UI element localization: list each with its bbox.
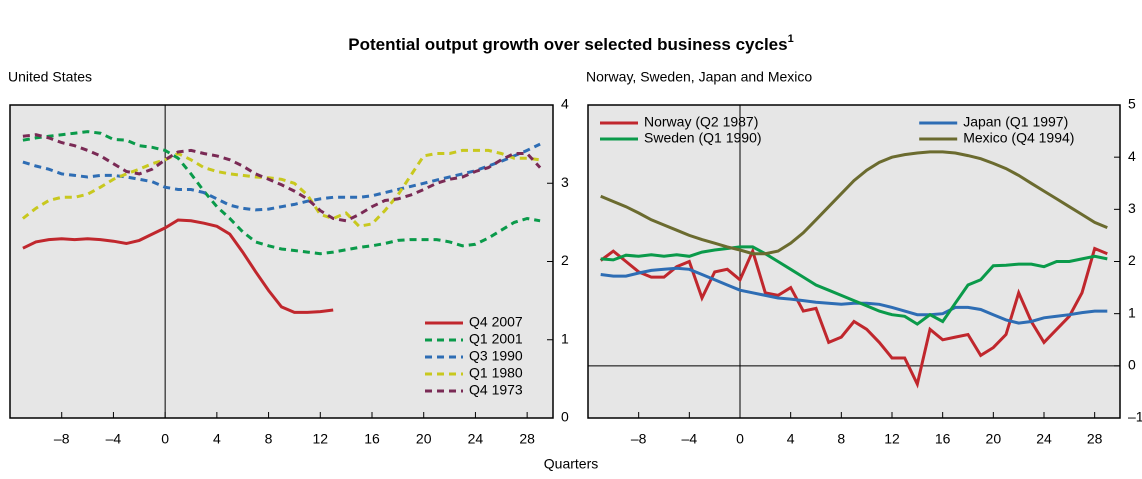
series-line [600,245,1108,326]
x-tick-label: –4 [682,431,698,447]
x-tick-label: 16 [935,431,951,447]
x-tick-label: 24 [1036,431,1052,447]
legend-label: Q4 2007 [469,314,523,330]
legend-label: Sweden (Q1 1990) [644,130,762,146]
series-line [22,218,334,314]
x-tick-label: 8 [837,431,845,447]
x-tick-label: 28 [519,431,535,447]
x-tick-label: –4 [106,431,122,447]
y-tick-label: 5 [1128,96,1136,112]
x-tick-label: 0 [161,431,169,447]
x-tick-label: 8 [265,431,273,447]
legend-label: Mexico (Q4 1994) [963,130,1074,146]
legend-label: Norway (Q2 1987) [644,114,758,130]
plot-area [10,105,553,418]
plot-frame [9,104,554,419]
panel-title: United States [8,69,92,85]
legend-label: Japan (Q1 1997) [963,114,1068,130]
plot-frame [587,104,1121,419]
x-tick-label: 16 [364,431,380,447]
x-tick-label: 4 [787,431,795,447]
y-tick-label: –1 [1128,409,1142,425]
y-tick-label: 3 [561,174,569,190]
y-tick-label: 1 [561,330,569,346]
x-tick-label: –8 [631,431,647,447]
series-line [22,130,541,256]
legend-label: Q1 1980 [469,365,523,381]
panel-title: Norway, Sweden, Japan and Mexico [586,69,812,85]
footnote-marker: 1 [788,33,794,45]
x-tick-label: –8 [54,431,70,447]
series-line [600,150,1108,256]
y-tick-label: 2 [561,252,569,268]
y-tick-label: 4 [561,96,569,112]
y-tick-label: 3 [1128,200,1136,216]
series-line [600,266,1108,325]
legend-label: Q4 1973 [469,382,523,398]
y-tick-label: 2 [1128,252,1136,268]
x-tick-label: 0 [736,431,744,447]
plot-area [588,105,1120,418]
chart-title: Potential output growth over selected bu… [348,33,793,55]
x-tick-label: 24 [468,431,484,447]
y-tick-label: 1 [1128,304,1136,320]
series-line [22,133,542,223]
x-tick-label: 20 [416,431,432,447]
x-axis-label: Quarters [544,456,598,472]
title-text: Potential output growth over selected bu… [348,35,787,54]
legend-label: Q1 2001 [469,331,523,347]
y-tick-label: 4 [1128,148,1136,164]
y-tick-label: 0 [1128,357,1136,373]
y-tick-label: 0 [561,409,569,425]
x-tick-label: 20 [986,431,1002,447]
x-tick-label: 4 [213,431,221,447]
x-tick-label: 12 [312,431,328,447]
x-tick-label: 28 [1087,431,1103,447]
legend-label: Q3 1990 [469,348,523,364]
series-line [22,142,541,212]
series-line [599,246,1108,389]
x-tick-label: 12 [884,431,900,447]
series-line [21,148,541,228]
